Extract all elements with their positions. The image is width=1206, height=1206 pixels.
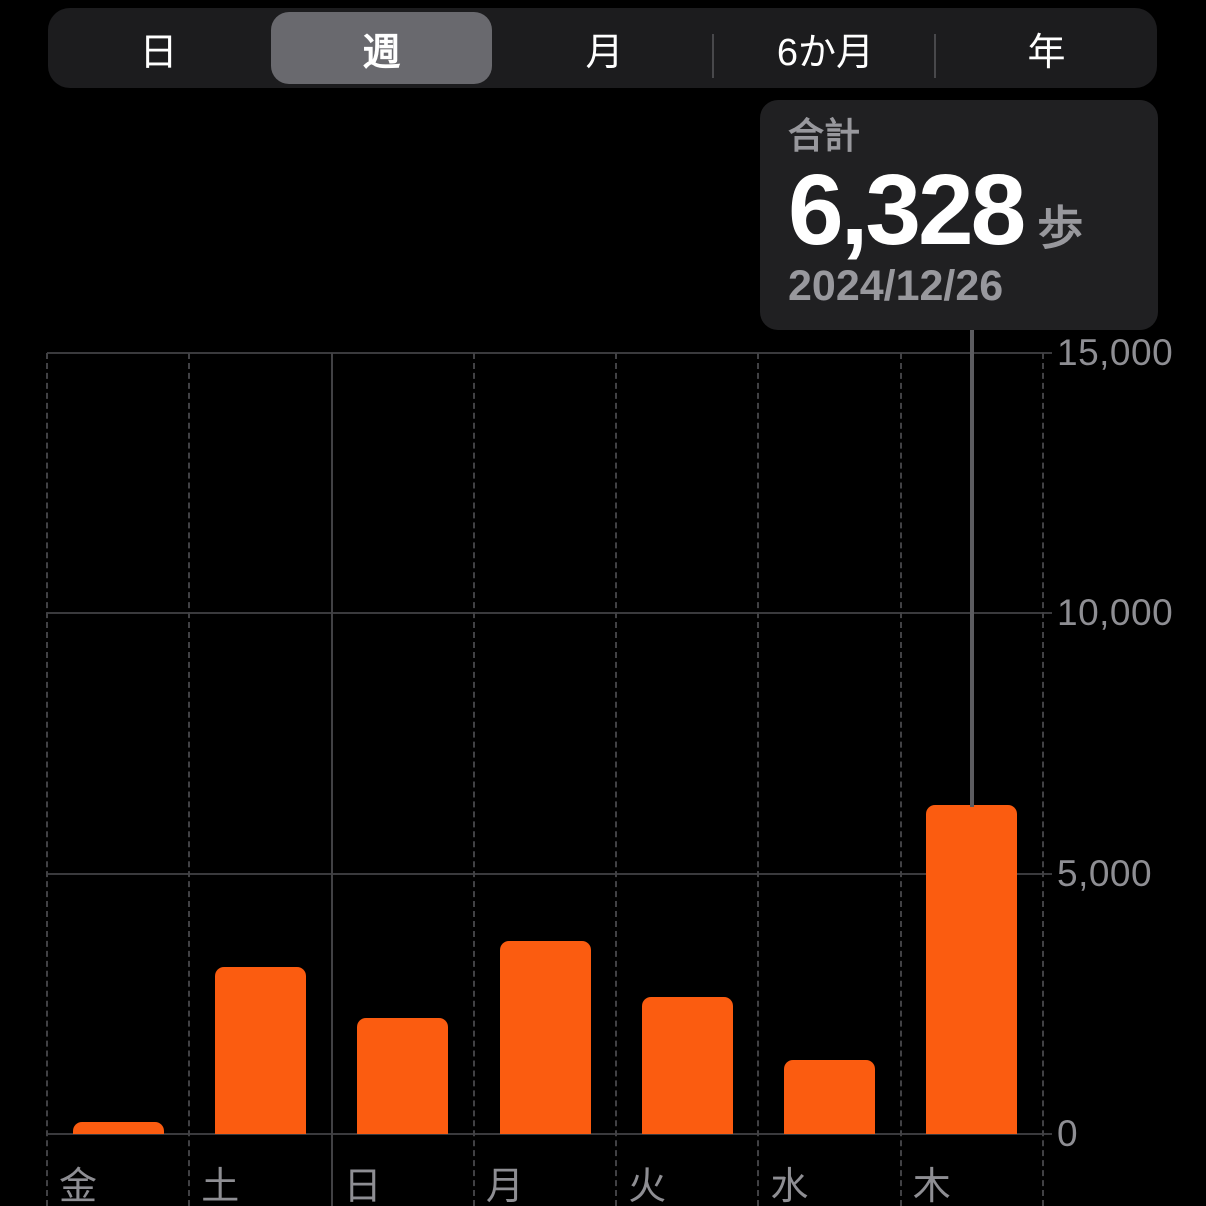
gridline-x-4 <box>615 353 618 1206</box>
gridline-x-0 <box>46 353 48 1206</box>
gridline-x-3 <box>472 353 475 1206</box>
gridline-y-15,000 <box>47 352 1052 354</box>
bar-土[interactable] <box>214 967 306 1134</box>
tooltip-unit-label: 歩 <box>1037 201 1084 254</box>
segment-separator <box>712 34 715 78</box>
x-axis-label-月: 月 <box>485 1166 524 1206</box>
gridline-x-6 <box>899 353 902 1206</box>
tooltip-date: 2024/12/26 <box>788 261 1004 310</box>
tooltip-step-value: 6,328 <box>788 153 1026 266</box>
tooltip-value-row: 6,328 歩 <box>788 153 1132 266</box>
segment-separator <box>934 34 937 78</box>
tab-range-4[interactable]: 年 <box>1027 31 1066 74</box>
x-axis-label-日: 日 <box>343 1166 382 1206</box>
gridline-x-7 <box>1042 353 1044 1206</box>
gridline-x-5 <box>757 353 760 1206</box>
bar-日[interactable] <box>357 1018 449 1134</box>
tab-range-2[interactable]: 月 <box>585 31 624 74</box>
y-axis-label-0: 0 <box>1057 1113 1079 1154</box>
bar-木[interactable] <box>926 805 1018 1134</box>
x-axis-label-水: 水 <box>770 1166 809 1206</box>
time-range-segmented-control: 日 週 月 6か月 年 <box>48 8 1157 88</box>
gridline-x-2 <box>330 353 333 1206</box>
selection-tooltip: 合計 6,328 歩 2024/12/26 <box>760 100 1158 330</box>
selection-indicator-line <box>969 330 974 807</box>
tab-range-0[interactable]: 日 <box>139 31 178 74</box>
x-axis-label-金: 金 <box>59 1166 98 1206</box>
gridline-x-1 <box>188 353 191 1206</box>
bar-火[interactable] <box>641 997 733 1134</box>
tooltip-total-label: 合計 <box>788 115 861 156</box>
x-axis-label-土: 土 <box>201 1166 240 1206</box>
bar-月[interactable] <box>499 941 591 1134</box>
y-axis-label-15,000: 15,000 <box>1057 332 1174 373</box>
x-axis-label-木: 木 <box>912 1166 951 1206</box>
tab-range-3[interactable]: 6か月 <box>776 31 875 74</box>
gridline-y-10,000 <box>47 612 1052 615</box>
bar-水[interactable] <box>784 1060 876 1134</box>
y-axis-label-10,000: 10,000 <box>1057 592 1174 634</box>
gridline-y-5,000 <box>47 872 1052 875</box>
gridline-y-0 <box>47 1133 1052 1135</box>
y-axis-label-5,000: 5,000 <box>1057 852 1153 894</box>
tab-range-1[interactable]: 週 <box>271 12 492 84</box>
x-axis-label-火: 火 <box>628 1166 667 1206</box>
bar-金[interactable] <box>72 1122 164 1134</box>
